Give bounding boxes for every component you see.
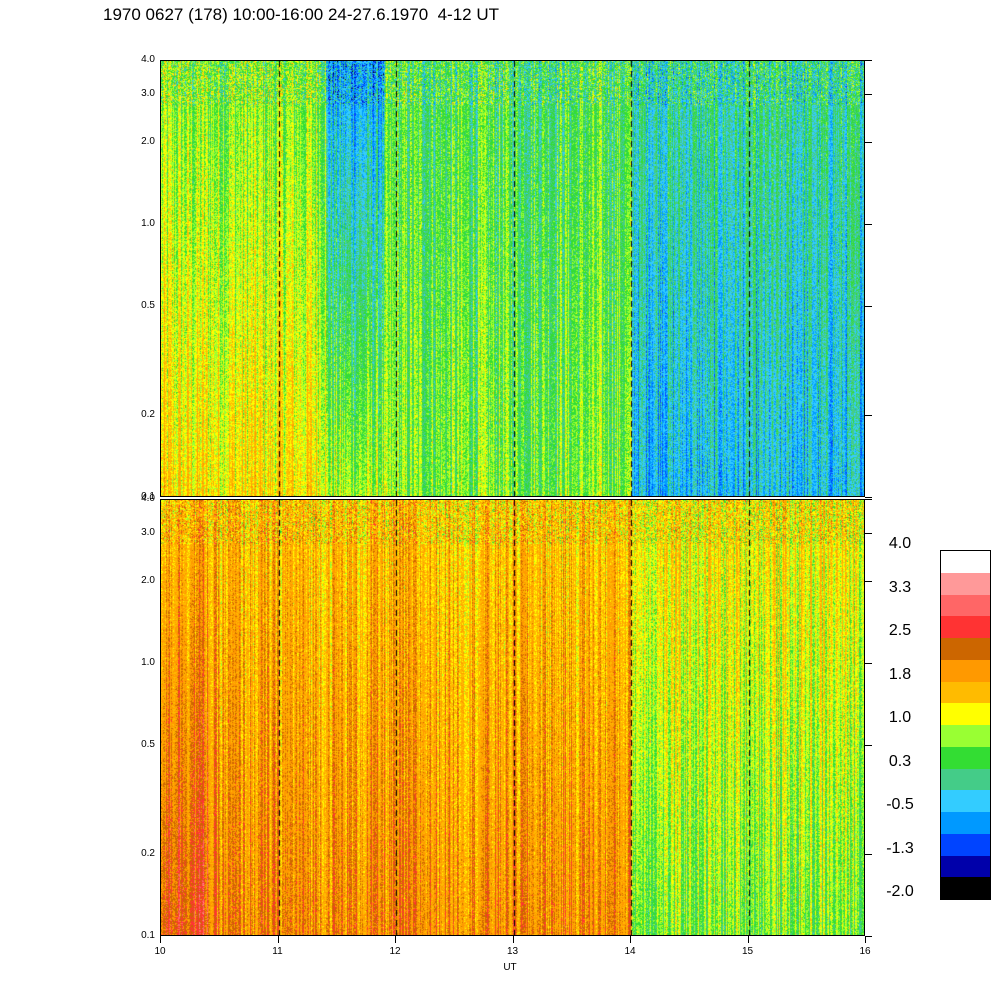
y-tick-mark — [865, 142, 872, 143]
y-tick-mark — [865, 415, 872, 416]
y-tick-mark — [865, 533, 872, 534]
colorbar-label: 1.8 — [888, 665, 912, 683]
x-tick-mark — [513, 936, 514, 943]
page-title: 1970 0627 (178) 10:00-16:00 24-27.6.1970… — [103, 5, 500, 24]
colorbar-label: 0.3 — [888, 752, 912, 770]
colorbar-segment — [941, 746, 990, 769]
y-tick-label: 0.5 — [141, 300, 155, 312]
colorbar-label: 2.5 — [888, 622, 912, 639]
y-tick-label: 1.0 — [141, 657, 155, 669]
lower-spectrogram-panel — [160, 499, 865, 936]
y-tick-mark — [865, 745, 872, 746]
colorbar — [940, 550, 991, 900]
y-tick-label: 4.0 — [141, 493, 155, 504]
colorbar-label: -2.0 — [886, 883, 914, 900]
colorbar-segment — [941, 638, 990, 660]
y-tick-mark — [865, 224, 872, 225]
x-tick-mark — [160, 936, 161, 943]
x-tick-label: 11 — [272, 946, 283, 957]
lower-spectrogram-canvas — [161, 500, 864, 935]
colorbar-segment — [941, 659, 990, 682]
y-tick-mark — [865, 60, 872, 61]
y-tick-mark — [865, 306, 872, 307]
colorbar-segment — [941, 681, 990, 704]
y-tick-mark — [865, 663, 872, 664]
x-tick-label: 10 — [154, 946, 166, 957]
y-tick-label: 3.0 — [141, 88, 155, 100]
colorbar-segment — [941, 616, 990, 639]
y-tick-mark — [865, 581, 872, 582]
x-tick-label: 13 — [506, 946, 519, 957]
colorbar-segment — [941, 551, 990, 573]
x-tick-mark — [748, 936, 749, 943]
y-tick-label: 0.1 — [141, 491, 155, 502]
upper-spectrogram-panel — [160, 60, 865, 497]
y-tick-label: 2.0 — [141, 575, 155, 587]
colorbar-segment — [941, 790, 990, 813]
y-tick-mark — [865, 854, 872, 855]
x-tick-label: 12 — [389, 946, 401, 957]
colorbar-segment — [941, 703, 990, 726]
colorbar-segment — [941, 812, 990, 834]
y-tick-mark — [865, 499, 872, 500]
colorbar-segment — [941, 572, 990, 595]
y-tick-label: 0.2 — [141, 847, 155, 859]
x-tick-label: 16 — [859, 946, 871, 957]
y-tick-label: 2.0 — [141, 136, 155, 148]
colorbar-label: -1.3 — [886, 839, 914, 857]
x-tick-label: 14 — [624, 946, 636, 957]
y-tick-mark — [865, 94, 872, 95]
colorbar-segment — [941, 833, 990, 856]
x-tick-mark — [630, 936, 631, 943]
colorbar-label: -0.5 — [886, 796, 914, 813]
y-tick-mark — [865, 936, 872, 937]
y-tick-label: 0.1 — [141, 930, 155, 941]
colorbar-segment — [941, 855, 990, 878]
y-tick-label: 0.2 — [141, 408, 155, 420]
upper-spectrogram-canvas — [161, 61, 864, 496]
colorbar-segment — [941, 594, 990, 617]
colorbar-segment — [941, 877, 990, 900]
x-tick-mark — [865, 936, 866, 943]
x-tick-mark — [278, 936, 279, 943]
y-tick-label: 1.0 — [141, 218, 155, 230]
x-tick-label: 15 — [741, 946, 754, 957]
y-tick-label: 3.0 — [141, 527, 155, 539]
y-tick-label: 0.5 — [141, 739, 155, 751]
colorbar-label: 4.0 — [888, 535, 912, 552]
colorbar-label: 3.3 — [888, 578, 912, 596]
colorbar-segment — [941, 768, 990, 791]
y-tick-mark — [865, 497, 872, 498]
y-tick-label: 4.0 — [141, 54, 155, 65]
colorbar-segment — [941, 725, 990, 747]
x-tick-mark — [395, 936, 396, 943]
colorbar-label: 1.0 — [888, 709, 912, 726]
x-axis-label: UT — [503, 962, 517, 973]
